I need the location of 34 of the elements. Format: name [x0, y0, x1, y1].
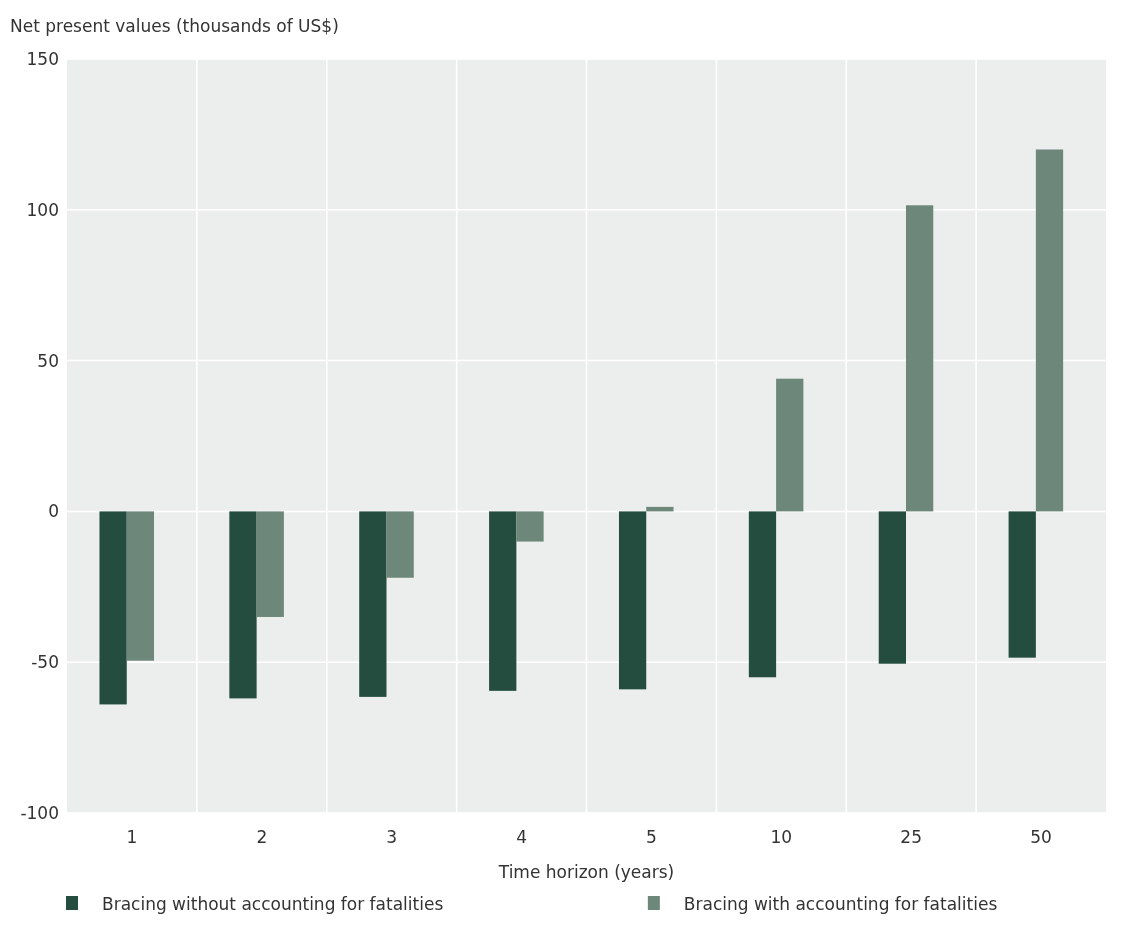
x-axis-title: Time horizon (years) [497, 862, 675, 882]
bar [618, 511, 647, 690]
x-tick-label: 25 [900, 827, 923, 847]
bar [878, 511, 906, 664]
bar [126, 511, 155, 661]
bar [1008, 511, 1036, 658]
bar [99, 511, 127, 705]
legend-label: Bracing with accounting for fatalities [683, 894, 998, 914]
x-tick-label: 50 [1030, 827, 1052, 847]
y-tick-label: -50 [31, 652, 59, 673]
y-axis-title: Net present values (thousands of US$) [10, 16, 339, 36]
bar [359, 511, 387, 697]
y-tick-label: 0 [48, 501, 59, 522]
y-tick-label: 100 [26, 199, 59, 220]
x-tick-label: 3 [386, 827, 398, 847]
bar [229, 511, 257, 699]
x-tick-label: 5 [646, 827, 657, 847]
y-tick-label: -100 [20, 802, 59, 823]
x-tick-label: 2 [256, 827, 268, 847]
bar [905, 205, 934, 512]
legend-label: Bracing without accounting for fatalities [102, 894, 444, 914]
bar [646, 506, 674, 512]
x-tick-label: 1 [126, 827, 138, 847]
bar [516, 511, 544, 542]
bar [386, 511, 414, 578]
y-tick-label: 150 [26, 48, 59, 69]
bar [776, 378, 804, 512]
bar [748, 511, 777, 678]
x-tick-label: 10 [770, 827, 793, 847]
y-tick-label: 50 [37, 350, 59, 371]
bar [256, 511, 284, 617]
x-tick-label: 4 [516, 827, 527, 847]
bar [489, 511, 517, 691]
bar [1035, 149, 1064, 512]
